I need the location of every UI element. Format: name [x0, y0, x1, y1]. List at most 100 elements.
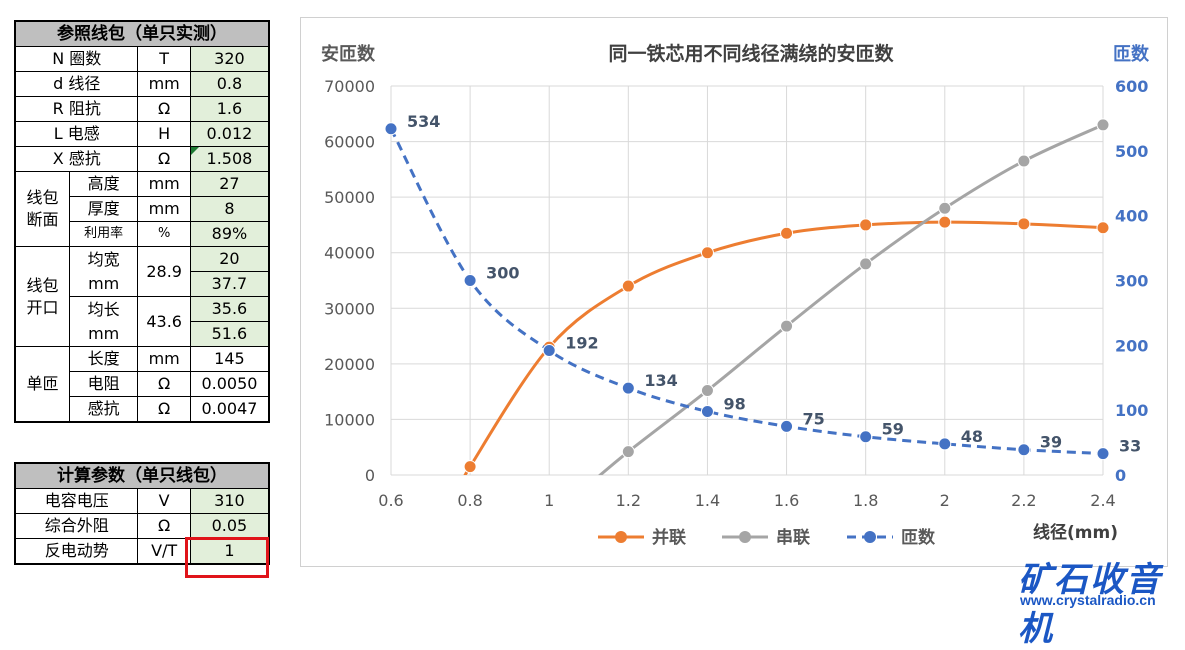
param-mid: 43.6	[137, 296, 191, 347]
y-right-tick-label: 200	[1115, 336, 1148, 355]
y-right-tick-label: 600	[1115, 77, 1148, 96]
point-turns	[780, 419, 794, 433]
y-right-tick-label: 300	[1115, 272, 1148, 291]
y-left-tick-label: 70000	[324, 77, 375, 96]
section-label-wire: 线包 断面	[14, 171, 70, 247]
y-left-tick-label: 40000	[324, 244, 375, 263]
param-name: 综合外阻	[14, 513, 139, 539]
x-tick-label: 2	[940, 491, 950, 510]
data-label-turns: 192	[565, 334, 598, 353]
data-label-turns: 98	[723, 394, 745, 413]
param-value[interactable]: 20	[189, 246, 270, 272]
x-tick-label: 1.8	[853, 491, 878, 510]
table-row: 反电动势 V/T 1	[14, 538, 270, 565]
point-parallel	[859, 218, 873, 232]
table-row: 感抗 Ω 0.0047	[15, 396, 270, 423]
legend-label-parallel: 并联	[652, 527, 686, 548]
point-series	[859, 257, 873, 271]
point-series	[621, 445, 635, 459]
param-unit: Ω	[137, 371, 191, 397]
legend-marker-series	[739, 531, 751, 543]
param-value[interactable]: 320	[189, 46, 270, 72]
param-name-line: mm	[88, 323, 120, 343]
table-row: 单匝 长度 mm 145	[14, 346, 270, 423]
param-value[interactable]: 0.8	[189, 71, 270, 97]
reference-coil-table: 参照线包（单只实测） N 圈数 T 320 d 线径 mm 0.8 R 阻抗 Ω…	[14, 20, 270, 423]
point-turns	[542, 344, 556, 358]
table-row: 电阻 Ω 0.0050	[15, 371, 270, 397]
point-turns	[938, 437, 952, 451]
calc-table-title: 计算参数（单只线包）	[14, 462, 270, 489]
param-name-line: 均宽	[87, 249, 120, 269]
y-right-tick-label: 400	[1115, 207, 1148, 226]
param-unit: mm	[137, 346, 191, 372]
calc-params-table: 计算参数（单只线包） 电容电压 V 310 综合外阻 Ω 0.05 反电动势 V…	[14, 462, 270, 565]
section-label-opening: 线包 开口	[14, 246, 70, 347]
point-parallel	[938, 215, 952, 229]
table-row: 线包 断面 高度 mm 27	[14, 171, 270, 247]
point-parallel	[700, 246, 714, 260]
table-row: 综合外阻 Ω 0.05	[14, 513, 270, 539]
chart-area: 0 10000 20000 30000 40000 50000 60000 70000 0 100…	[300, 17, 1168, 567]
highlight-box	[185, 537, 269, 578]
param-value[interactable]: 8	[189, 196, 270, 222]
param-name: 厚度	[68, 196, 139, 222]
param-name-line: 均长	[87, 299, 120, 319]
data-label-turns: 39	[1040, 433, 1062, 452]
param-value[interactable]: 1	[189, 538, 270, 565]
point-parallel	[1096, 221, 1110, 235]
point-turns	[621, 381, 635, 395]
section-label-turn: 单匝	[14, 346, 70, 423]
param-value[interactable]: 1.6	[189, 96, 270, 122]
param-value: 0.0047	[189, 396, 270, 423]
y-left-tick-label: 60000	[324, 133, 375, 152]
param-value[interactable]: 0.012	[189, 121, 270, 147]
param-name: 高度	[68, 171, 139, 197]
data-label-turns: 59	[882, 420, 904, 439]
param-unit: H	[137, 121, 191, 147]
data-label-turns: 48	[961, 427, 983, 446]
param-unit: mm	[137, 71, 191, 97]
line-parallel	[463, 220, 1103, 475]
table-row: 电容电压 V 310	[14, 488, 270, 514]
y-left-tick-label: 10000	[324, 410, 375, 429]
y-right-tick-label: 500	[1115, 142, 1148, 161]
legend-marker-turns	[864, 531, 876, 543]
param-value[interactable]: 0.05	[189, 513, 270, 539]
line-turns	[391, 128, 1103, 456]
data-label-turns: 134	[644, 371, 677, 390]
param-mid: 28.9	[137, 246, 191, 297]
param-name: X 感抗	[14, 146, 139, 172]
param-value[interactable]: 1.508	[189, 146, 270, 172]
param-unit: mm	[137, 196, 191, 222]
y-left-tick-label: 20000	[324, 355, 375, 374]
param-value[interactable]: 35.6	[189, 296, 270, 322]
point-series	[1096, 118, 1110, 132]
section-label-line: 线包	[26, 275, 59, 295]
data-label-turns: 33	[1119, 437, 1141, 456]
point-parallel	[1017, 217, 1031, 231]
point-turns	[1096, 447, 1110, 461]
param-value[interactable]: 51.6	[189, 321, 270, 347]
param-value[interactable]: 310	[189, 488, 270, 514]
point-series	[780, 319, 794, 333]
param-name: 电容电压	[14, 488, 139, 514]
param-unit: Ω	[137, 513, 191, 539]
section-label-line: 线包	[26, 188, 59, 207]
ref-table-title: 参照线包（单只实测）	[14, 20, 270, 47]
param-name: R 阻抗	[14, 96, 139, 122]
param-unit: %	[137, 221, 191, 247]
param-unit: Ω	[137, 396, 191, 423]
chart-title: 同一铁芯用不同线径满绕的安匝数	[608, 42, 894, 65]
legend-marker-parallel	[615, 531, 627, 543]
param-name: 感抗	[68, 396, 139, 423]
table-row: R 阻抗 Ω 1.6	[14, 96, 270, 122]
table-row: L 电感 H 0.012	[14, 121, 270, 147]
point-series	[938, 201, 952, 215]
param-value[interactable]: 37.7	[189, 271, 270, 297]
y-left-tick-label: 0	[365, 466, 375, 485]
table-row: 线包 开口 均宽 mm 28.9 20	[14, 246, 270, 347]
param-name: N 圈数	[14, 46, 139, 72]
param-value[interactable]: 27	[189, 171, 270, 197]
x-tick-label: 1	[544, 491, 554, 510]
